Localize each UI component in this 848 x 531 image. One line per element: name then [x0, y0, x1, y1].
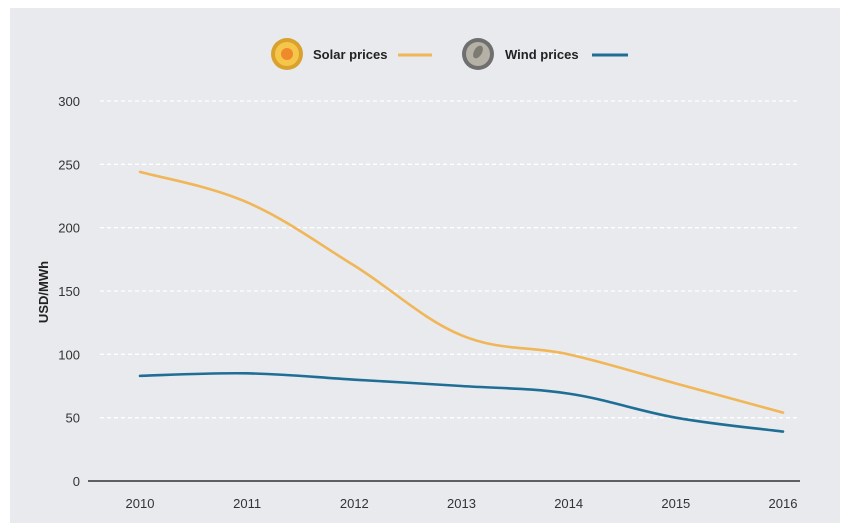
x-tick-label: 2013 [447, 496, 476, 511]
x-tick-label: 2014 [554, 496, 583, 511]
x-axis-ticks: 2010 2011 2012 2013 2014 2015 2016 [126, 496, 798, 511]
legend-label-wind: Wind prices [505, 47, 579, 62]
legend-item-wind: Wind prices [462, 38, 628, 70]
series-layer [138, 170, 785, 433]
x-tick-label: 2016 [769, 496, 798, 511]
legend-item-solar: Solar prices [271, 38, 432, 70]
y-tick-label: 0 [73, 474, 80, 489]
y-tick-label: 50 [66, 411, 80, 426]
y-tick-label: 250 [58, 157, 80, 172]
x-tick-label: 2010 [126, 496, 155, 511]
gridlines [100, 100, 800, 419]
sun-coin-center [281, 48, 293, 60]
wind-coin-center [473, 45, 483, 59]
x-tick-label: 2015 [661, 496, 690, 511]
series-line-wind [138, 371, 785, 433]
y-axis-ticks: 0 50 100 150 200 250 300 [58, 94, 80, 489]
x-tick-label: 2012 [340, 496, 369, 511]
x-tick-label: 2011 [233, 496, 261, 511]
y-tick-label: 200 [58, 221, 80, 236]
legend-label-solar: Solar prices [313, 47, 387, 62]
series-line-solar [138, 170, 785, 414]
y-axis-title: USD/MWh [36, 261, 51, 323]
y-tick-label: 150 [58, 284, 80, 299]
legend: Solar prices Wind prices [271, 38, 628, 70]
chart-panel [10, 8, 840, 523]
y-tick-label: 300 [58, 94, 80, 109]
y-tick-label: 100 [58, 347, 80, 362]
